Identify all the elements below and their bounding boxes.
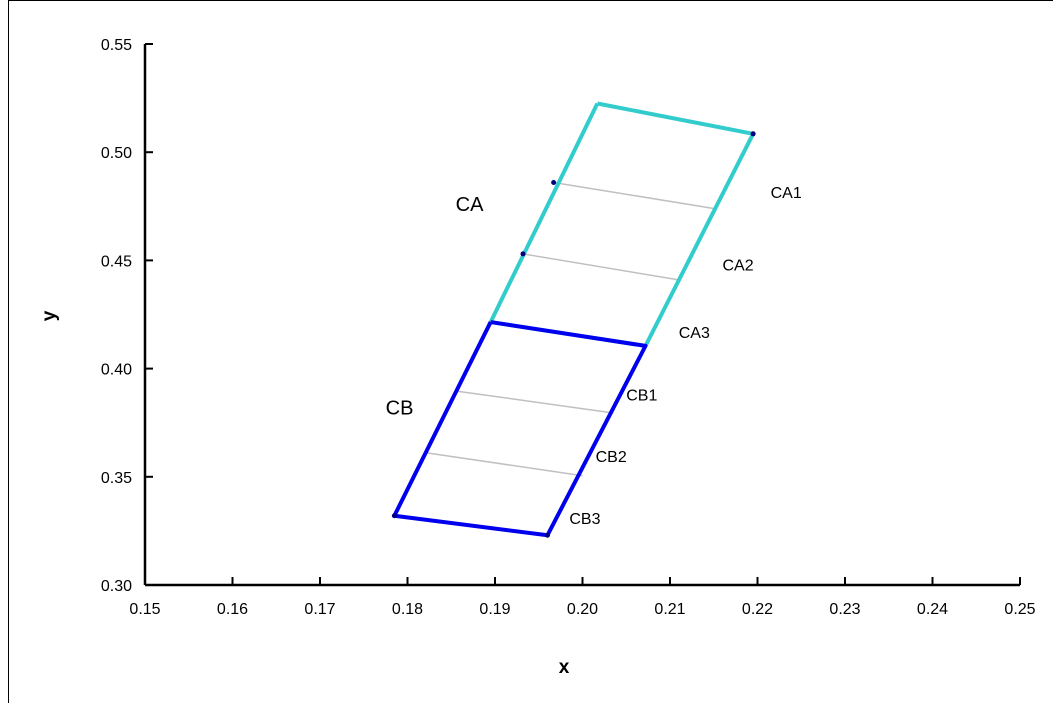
axes: 0.15 0.16 0.17 0.18 0.19 0.20 0.21 0.22 0.23 0.24…	[101, 37, 1036, 618]
cb-outline	[392, 320, 648, 538]
region-label: CB	[386, 398, 414, 420]
ca-cell-label: CA1	[771, 185, 802, 202]
cb-divider-line	[458, 390, 614, 414]
ca-cell-label: CA2	[723, 258, 754, 275]
y-tick-label: 0.55	[101, 37, 132, 54]
cb-divider-line	[427, 452, 583, 477]
annotation-layer: CA1 CA2 CA3 CB1 CB2 CB3 CA CB	[386, 185, 802, 528]
cb-cell-label: CB3	[569, 511, 600, 528]
y-tick-label: 0.45	[101, 253, 132, 270]
x-tick-label: 0.22	[742, 601, 773, 618]
cb-cell-label: CB2	[596, 449, 627, 466]
ca-marker	[520, 251, 526, 257]
region-label: CA	[456, 194, 484, 216]
ca-marker	[750, 131, 756, 137]
x-tick-label: 0.21	[654, 601, 685, 618]
y-axis-title: y	[39, 310, 60, 321]
x-tick-label: 0.15	[129, 601, 160, 618]
ca-divider-line	[553, 181, 714, 210]
x-tick-label: 0.20	[567, 601, 598, 618]
x-tick-label: 0.24	[917, 601, 948, 618]
x-tick-label: 0.17	[304, 601, 335, 618]
x-tick-label: 0.25	[1004, 601, 1035, 618]
cb-cell-label: CB1	[626, 388, 657, 405]
x-tick-label: 0.18	[392, 601, 423, 618]
ca-divider-line	[522, 253, 679, 281]
cb-marker	[545, 532, 550, 538]
x-axis-title: x	[559, 657, 570, 678]
x-tick-label: 0.23	[829, 601, 860, 618]
y-tick-label: 0.30	[101, 578, 132, 595]
y-tick-label: 0.40	[101, 362, 132, 379]
ca-outline	[488, 101, 756, 348]
ca-cell-label: CA3	[679, 325, 710, 342]
ca-marker	[551, 179, 557, 185]
cb-marker	[391, 513, 397, 519]
y-tick-label: 0.35	[101, 470, 132, 487]
x-tick-label: 0.19	[479, 601, 510, 618]
y-tick-label: 0.50	[101, 145, 132, 162]
x-tick-label: 0.16	[217, 601, 248, 618]
plot-area	[391, 101, 756, 538]
